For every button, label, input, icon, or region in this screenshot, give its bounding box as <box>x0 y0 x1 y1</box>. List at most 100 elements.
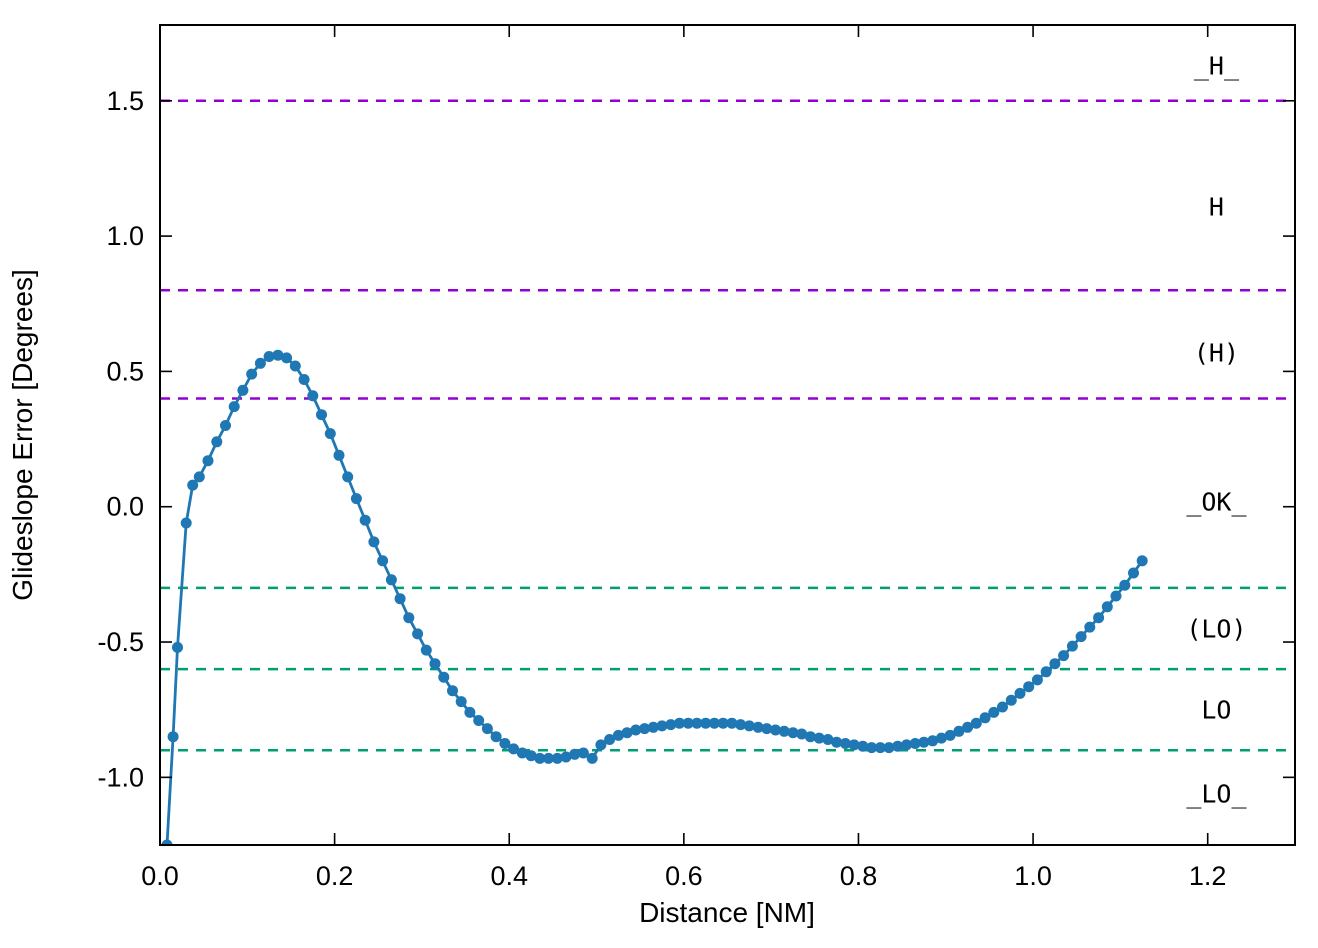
glideslope-error-marker <box>350 493 362 505</box>
glideslope-error-marker <box>804 731 816 743</box>
glideslope-error-marker <box>161 839 173 845</box>
glideslope-error-marker <box>167 731 179 743</box>
glideslope-error-marker <box>1101 601 1113 613</box>
glideslope-error-marker <box>874 742 886 754</box>
glideslope-error-marker <box>752 721 764 733</box>
glideslope-error-marker <box>778 725 790 737</box>
y-tick-label: 1.0 <box>106 221 144 251</box>
glideslope-error-marker <box>220 420 231 431</box>
glideslope-error-marker <box>743 720 755 732</box>
glideslope-error-marker <box>1031 674 1043 686</box>
glideslope-error-marker <box>787 727 799 739</box>
glideslope-error-marker <box>211 436 223 448</box>
glideslope-error-marker <box>761 723 773 735</box>
glideslope-error-marker <box>1110 590 1122 602</box>
y-axis-title: Glideslope Error [Degrees] <box>7 269 38 600</box>
glideslope-error-marker <box>1005 694 1017 706</box>
glideslope-error-marker <box>612 729 624 741</box>
glideslope-error-marker <box>324 428 336 440</box>
glideslope-error-marker <box>281 352 293 364</box>
zone-label: LO <box>1201 696 1231 725</box>
glideslope-error-marker <box>813 732 825 744</box>
glideslope-error-marker <box>359 514 371 526</box>
glideslope-error-marker <box>385 574 397 586</box>
glideslope-error-marker <box>1136 555 1148 567</box>
glideslope-error-marker <box>412 628 424 640</box>
plot-border <box>159 24 1296 846</box>
zone-label: H <box>1209 192 1224 221</box>
glideslope-error-marker <box>665 719 677 731</box>
glideslope-error-marker <box>621 727 633 739</box>
glideslope-error-marker <box>508 743 520 755</box>
zone-label: (H) <box>1194 338 1239 367</box>
glideslope-error-marker <box>298 374 310 385</box>
glideslope-error-marker <box>534 752 546 764</box>
glideslope-error-marker <box>953 725 965 737</box>
zone-label: _OK_ <box>1186 487 1247 516</box>
glideslope-error-marker <box>682 717 694 729</box>
glideslope-error-marker <box>202 455 214 467</box>
glideslope-error-marker <box>979 712 991 724</box>
glideslope-error-marker <box>970 717 982 729</box>
glideslope-error-marker <box>822 734 834 745</box>
glideslope-error-marker <box>1023 681 1035 693</box>
glideslope-error-marker <box>918 736 930 748</box>
glideslope-error-marker <box>1128 567 1139 579</box>
glideslope-error-marker <box>639 723 651 735</box>
glideslope-error-marker <box>656 720 668 732</box>
glideslope-error-marker <box>316 409 327 421</box>
glideslope-error-marker <box>307 390 319 402</box>
glideslope-error-marker <box>1084 621 1096 633</box>
glideslope-error-marker <box>892 740 904 752</box>
glideslope-error-marker <box>604 734 616 745</box>
glideslope-error-marker <box>272 349 284 361</box>
glideslope-error-marker <box>848 739 860 751</box>
x-tick-label: 1.2 <box>1189 861 1227 891</box>
glideslope-error-marker <box>927 735 939 747</box>
glideslope-error-marker <box>438 671 450 683</box>
glideslope-error-marker <box>1075 631 1087 643</box>
glideslope-error-marker <box>455 696 467 708</box>
glideslope-error-marker <box>674 717 685 729</box>
glideslope-error-marker <box>962 721 974 733</box>
glideslope-error-marker <box>883 742 895 754</box>
reference-lines <box>160 99 1295 752</box>
glideslope-error-marker <box>237 384 249 396</box>
glideslope-error-marker <box>193 471 205 483</box>
glideslope-error-marker <box>420 644 432 656</box>
y-tick-label: 1.5 <box>106 86 144 116</box>
glideslope-error-marker <box>333 449 345 461</box>
glideslope-error-marker <box>901 739 912 751</box>
glideslope-error-marker <box>187 479 199 491</box>
zone-labels: _H_ H (H) _OK_ (LO) LO _LO_ <box>1186 52 1247 809</box>
glideslope-error-marker <box>246 368 258 380</box>
glideslope-error-marker <box>944 729 956 741</box>
glideslope-error-marker <box>1093 612 1105 624</box>
glideslope-error-marker <box>839 738 851 749</box>
glideslope-error-marker <box>1119 579 1131 591</box>
glideslope-error-marker <box>254 357 266 369</box>
x-tick-label: 1.0 <box>1014 861 1052 891</box>
glideslope-error-marker <box>377 555 389 567</box>
glideslope-error-marker <box>490 731 502 743</box>
glideslope-error-marker <box>172 641 183 653</box>
glideslope-error-marker <box>180 517 192 529</box>
glideslope-error-marker <box>630 724 642 736</box>
glideslope-error-marker <box>726 717 738 729</box>
glideslope-error-marker <box>560 751 572 763</box>
glideslope-error-marker <box>263 351 275 362</box>
glideslope-error-marker <box>464 706 476 718</box>
glideslope-error-line <box>165 353 1144 845</box>
glideslope-error-marker <box>909 738 921 749</box>
x-tick-label: 0.8 <box>840 861 878 891</box>
glideslope-error-marker <box>429 658 441 670</box>
glideslope-error-marker <box>717 717 729 729</box>
zone-label: (LO) <box>1186 614 1246 643</box>
glideslope-error-marker <box>735 719 747 731</box>
glideslope-error-marker <box>935 732 947 744</box>
glideslope-error-marker <box>473 715 485 726</box>
y-tick-label: 0.0 <box>106 492 144 522</box>
glideslope-error-marker <box>525 750 537 762</box>
